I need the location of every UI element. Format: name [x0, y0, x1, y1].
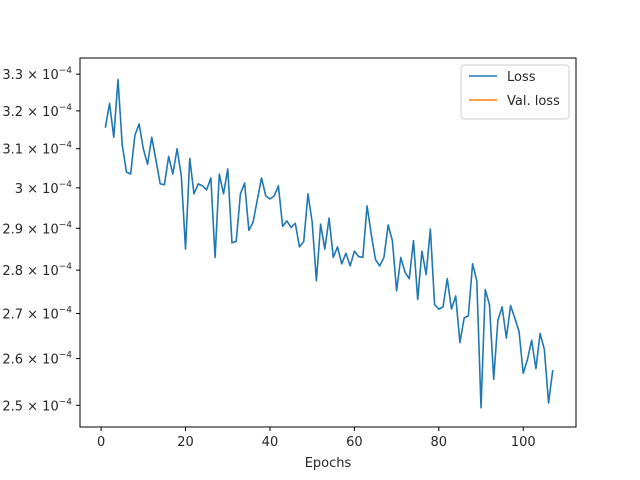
legend-label: Val. loss	[507, 94, 560, 109]
series-line-loss	[104, 78, 554, 409]
y-tick-label: 3.3 × 10−4	[2, 66, 72, 83]
x-axis-label: Epochs	[305, 456, 352, 471]
axes-frame	[79, 57, 577, 428]
x-tick-label: 60	[346, 435, 363, 450]
plot-lines	[104, 78, 554, 409]
x-tick-label: 80	[431, 435, 448, 450]
y-tick-label: 3.2 × 10−4	[2, 103, 72, 120]
x-tick-label: 0	[97, 435, 105, 450]
y-tick-label: 2.9 × 10−4	[2, 220, 72, 237]
y-tick-label: 3 × 10−4	[15, 180, 73, 197]
y-tick-label: 2.6 × 10−4	[2, 351, 72, 368]
x-tick-label: 100	[511, 435, 536, 450]
legend-box	[460, 64, 570, 120]
x-tick-label: 20	[177, 435, 194, 450]
y-tick-label: 2.7 × 10−4	[2, 306, 72, 323]
legend: Loss Val. loss	[460, 64, 570, 120]
y-axis: 2.5 × 10−4 2.6 × 10−4 2.7 × 10−4 2.8 × 10−4…	[2, 66, 80, 414]
y-tick-label: 2.8 × 10−4	[2, 262, 72, 279]
y-tick-label: 2.5 × 10−4	[2, 397, 72, 414]
y-tick-label: 3.1 × 10−4	[2, 141, 72, 158]
x-tick-label: 40	[262, 435, 279, 450]
legend-label: Loss	[507, 70, 536, 85]
x-axis: 0 20 40 60 80 100	[97, 427, 536, 450]
